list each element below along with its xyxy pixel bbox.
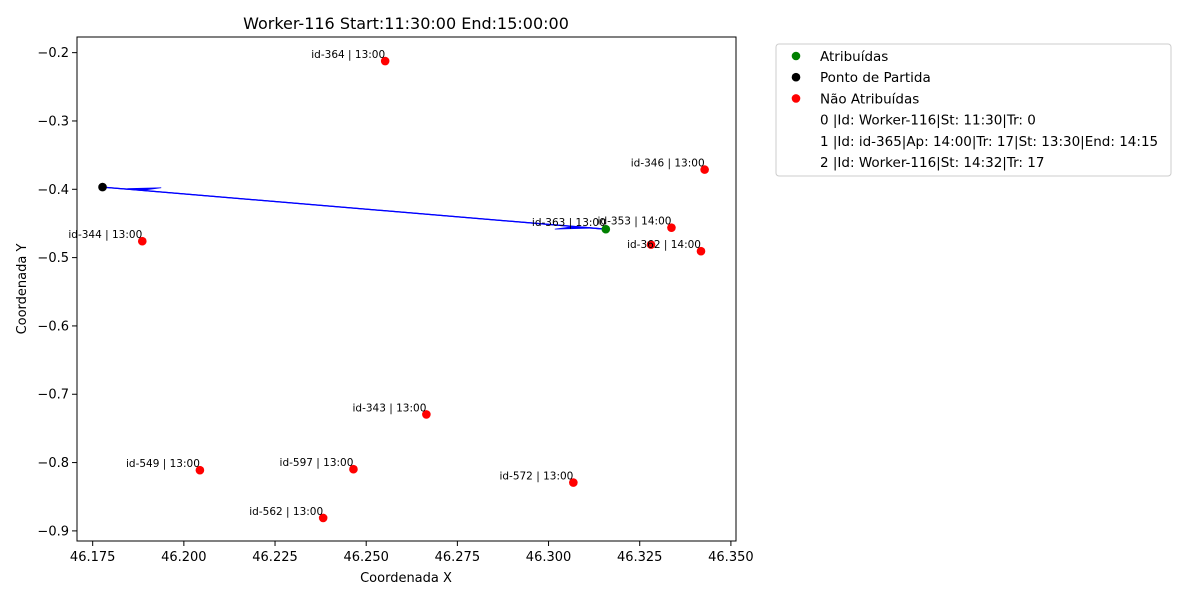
y-tick-label: −0.5 xyxy=(37,251,69,266)
legend-entry: Não Atribuídas xyxy=(820,91,919,107)
y-tick-label: −0.7 xyxy=(37,388,69,403)
x-tick-label: 46.250 xyxy=(343,550,389,565)
data-point xyxy=(137,236,147,246)
data-point xyxy=(700,165,709,174)
data-point xyxy=(667,223,676,232)
x-tick-label: 46.350 xyxy=(708,550,754,565)
x-tick-label: 46.200 xyxy=(161,550,207,565)
route-arrowhead xyxy=(554,226,594,230)
data-point xyxy=(195,465,205,475)
point-label: id-363 | 13:00 xyxy=(532,217,606,229)
data-point xyxy=(696,246,706,256)
y-tick-label: −0.8 xyxy=(37,456,69,471)
y-tick-label: −0.4 xyxy=(37,183,69,198)
data-point xyxy=(349,464,358,474)
point-label: id-344 | 13:00 xyxy=(68,229,142,241)
legend-entry: 2 |Id: Worker-116|St: 14:32|Tr: 17 xyxy=(820,155,1044,171)
y-tick-label: −0.6 xyxy=(37,319,69,334)
point-label: id-597 | 13:00 xyxy=(280,457,354,469)
plot-area: id-363 | 13:00 id-364 | 13:00 id-346 | 13:… xyxy=(68,49,709,523)
legend-entry: Ponto de Partida xyxy=(820,70,931,86)
y-tick-label: −0.2 xyxy=(37,46,69,61)
data-point xyxy=(318,513,328,523)
y-tick-label: −0.9 xyxy=(37,524,69,539)
y-axis: −0.2 −0.3 −0.4 −0.5 −0.6 −0.7 −0.8 −0.9 xyxy=(37,46,77,539)
plot-frame xyxy=(76,36,737,542)
point-label: id-549 | 13:00 xyxy=(126,458,200,470)
x-tick-label: 46.325 xyxy=(617,550,663,565)
legend-entry: 1 |Id: id-365|Ap: 14:00|Tr: 17|St: 13:30… xyxy=(820,134,1158,150)
point-label: id-343 | 13:00 xyxy=(352,402,426,414)
legend: Atribuídas Ponto de Partida Não Atribuídas… xyxy=(775,43,1172,177)
y-tick-label: −0.3 xyxy=(37,114,69,129)
legend-marker xyxy=(791,72,801,82)
y-axis-title: Coordenada Y xyxy=(15,244,30,335)
legend-marker xyxy=(791,51,801,61)
x-axis: 46.175 46.200 46.225 46.250 46.275 46.300 46.3… xyxy=(70,541,754,565)
x-tick-label: 46.275 xyxy=(435,550,481,565)
data-point xyxy=(569,478,578,487)
x-tick-label: 46.225 xyxy=(252,550,298,565)
point-label: id-572 | 13:00 xyxy=(499,471,573,483)
point-label: id-353 | 14:00 xyxy=(598,216,672,228)
x-tick-label: 46.300 xyxy=(526,550,572,565)
point-label: id-562 | 13:00 xyxy=(249,506,323,518)
legend-box xyxy=(775,43,1172,177)
chart-title: Worker-116 Start:11:30:00 End:15:00:00 xyxy=(243,14,569,33)
legend-entry: Atribuídas xyxy=(820,49,888,65)
legend-marker xyxy=(791,94,801,103)
x-tick-label: 46.175 xyxy=(70,550,116,565)
point-label: id-364 | 13:00 xyxy=(311,49,385,61)
data-point xyxy=(380,56,390,66)
data-point xyxy=(646,240,656,249)
data-point xyxy=(98,182,107,192)
route-line xyxy=(102,186,606,230)
point-label: id-362 | 14:00 xyxy=(627,239,701,251)
legend-entry: 0 |Id: Worker-116|St: 11:30|Tr: 0 xyxy=(820,113,1036,129)
x-axis-title: Coordenada X xyxy=(360,571,452,586)
data-point xyxy=(601,224,611,234)
data-point xyxy=(422,410,431,419)
point-label: id-346 | 13:00 xyxy=(631,158,705,170)
